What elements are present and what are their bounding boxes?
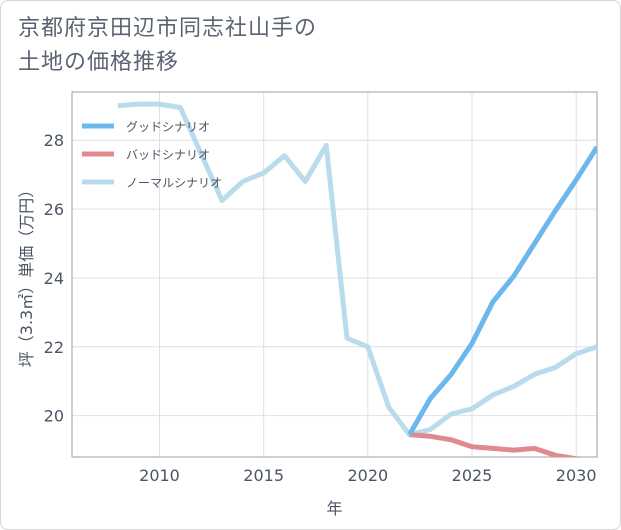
x-tick-label: 2025 [452,466,493,485]
x-tick-label: 2010 [139,466,180,485]
legend-label-1: バッドシナリオ [126,148,210,162]
y-tick-label: 28 [44,131,64,150]
y-tick-label: 26 [44,200,64,219]
x-tick-label: 2020 [347,466,388,485]
series-layer [117,101,597,457]
chart-title-line-1: 京都府京田辺市同志社山手の [18,16,318,41]
series-line-1 [409,432,587,457]
grid-lines [72,92,597,457]
chart-title: 京都府京田辺市同志社山手の 土地の価格推移 [18,12,317,80]
y-tick-label: 24 [44,269,64,288]
x-axis-ticks: 2010 2015 2020 2025 2030 [139,466,596,485]
legend-label-2: ノーマルシナリオ [126,176,222,190]
y-tick-label: 20 [44,407,64,426]
series-line-0 [407,145,597,436]
plot-area [71,91,598,458]
legend-label-0: グッドシナリオ [126,120,210,134]
y-axis-label: 坪（3.3㎡）単価（万円） [17,182,36,367]
chart-title-line-2: 土地の価格推移 [18,50,180,75]
x-tick-label: 2015 [243,466,284,485]
series-line-2 [117,101,597,438]
x-axis-label: 年 [326,499,342,518]
x-tick-label: 2030 [556,466,597,485]
y-axis-ticks: 20 22 24 26 28 [44,131,64,425]
y-tick-label: 22 [44,338,64,357]
